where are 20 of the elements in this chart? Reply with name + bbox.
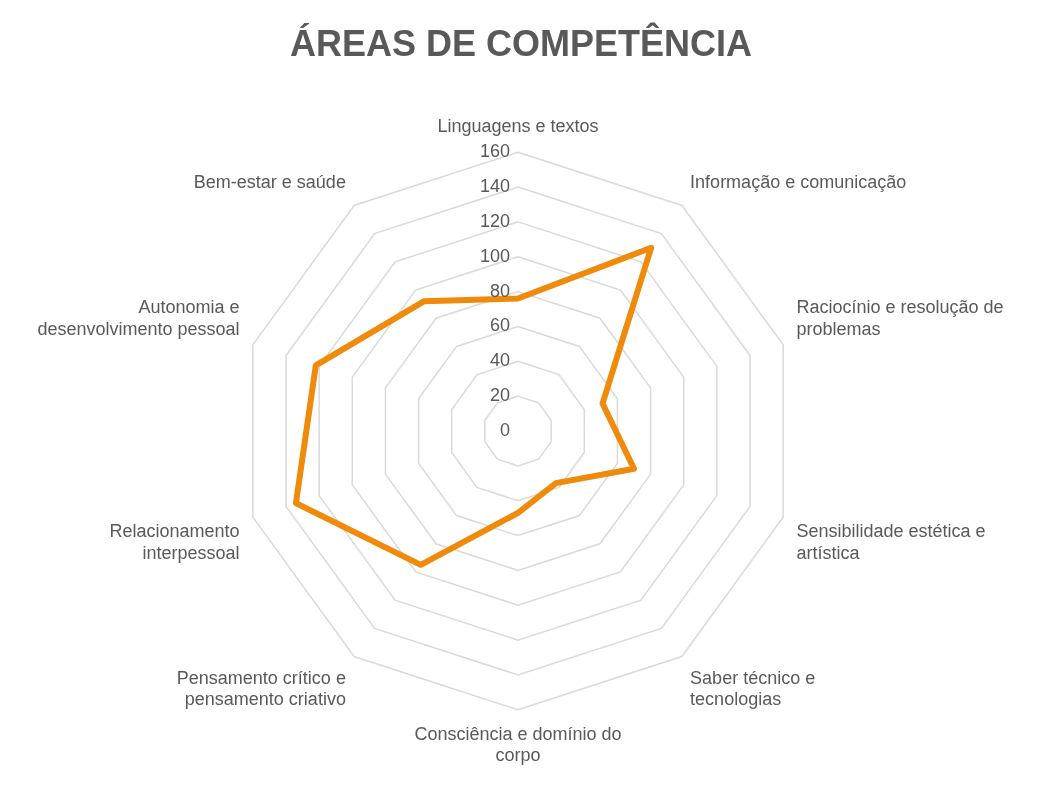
spoke-label: Autonomia e desenvolvimento pessoal — [37, 297, 240, 339]
spoke-label: Relacionamento interpessoal — [109, 521, 240, 563]
y-tick-label: 80 — [489, 280, 510, 301]
chart-title: ÁREAS DE COMPETÊNCIA — [289, 21, 753, 64]
y-tick-label: 140 — [479, 176, 510, 197]
spoke-label: Linguagens e textos — [437, 116, 599, 137]
spoke-label: Pensamento crítico e pensamento criativo — [176, 667, 346, 710]
y-tick-label: 0 — [499, 419, 510, 440]
y-tick-label: 120 — [479, 210, 510, 231]
spoke-label: Saber técnico e tecnologias — [690, 667, 816, 710]
y-tick-label: 40 — [489, 350, 510, 371]
spoke-label: Raciocínio e resolução de problemas — [796, 297, 1004, 339]
spoke-label: Informação e comunicação — [690, 172, 907, 193]
y-tick-label: 60 — [489, 315, 510, 336]
spoke-label: Sensibilidade estética e artística — [796, 521, 986, 563]
y-tick-label: 160 — [479, 141, 510, 162]
spoke-label: Consciência e domínio do corpo — [414, 723, 622, 766]
y-tick-label: 20 — [489, 385, 510, 406]
y-tick-label: 100 — [479, 245, 510, 266]
spoke-label: Bem-estar e saúde — [193, 172, 346, 193]
